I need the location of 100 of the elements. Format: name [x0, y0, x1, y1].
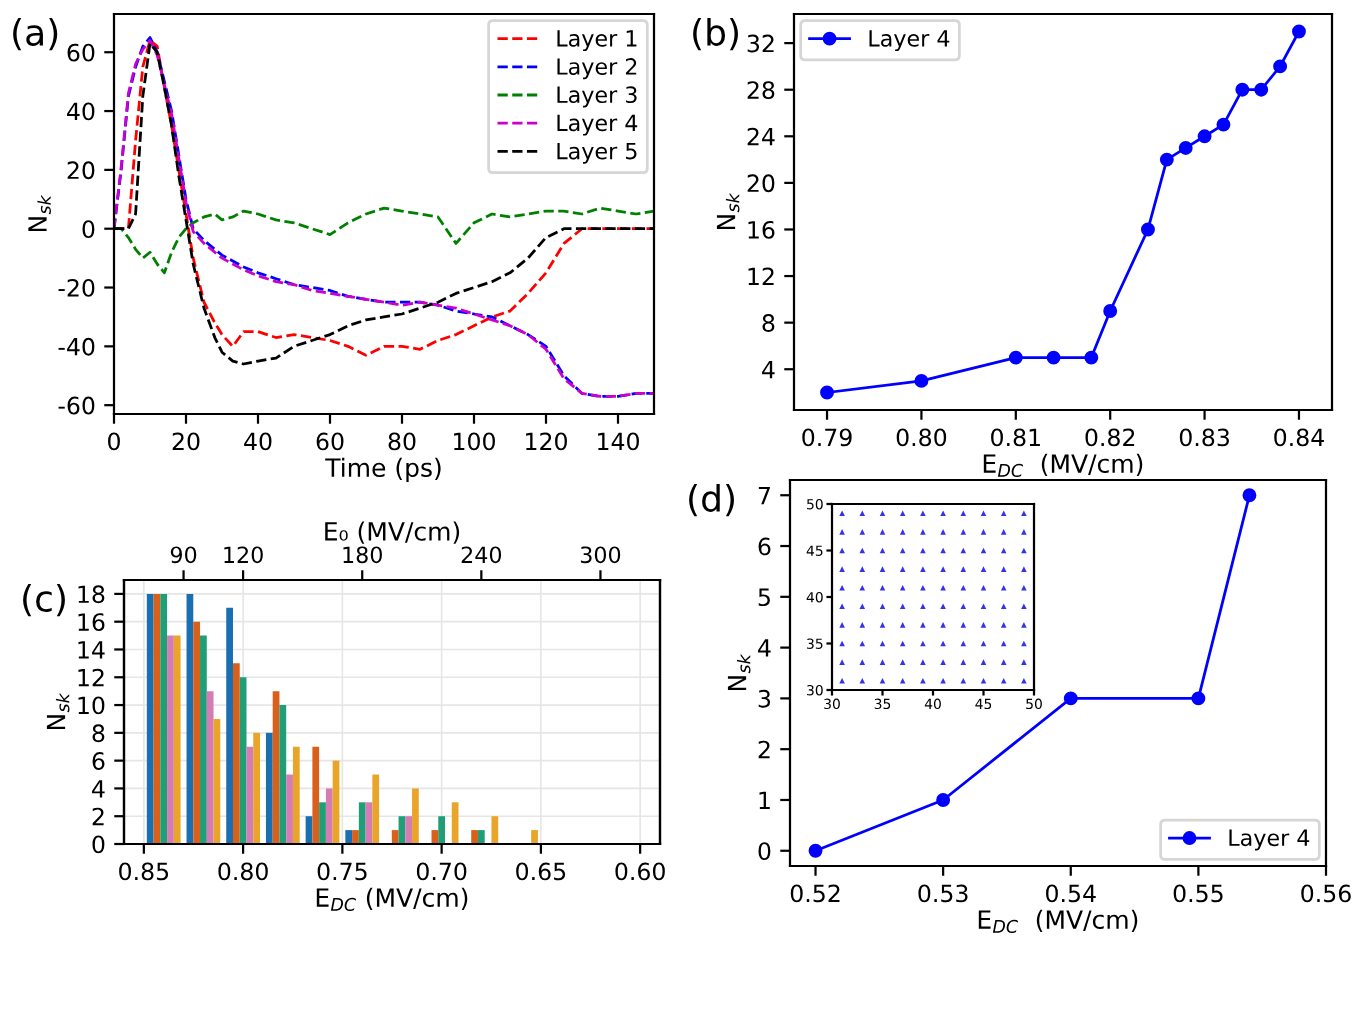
- y-tick-label: 60: [67, 43, 95, 62]
- x2-tick-label: 180: [343, 546, 382, 564]
- point: [936, 793, 951, 807]
- x-tick-label: 0.85: [119, 862, 169, 881]
- y-tick-label: 24: [747, 127, 775, 146]
- point: [1197, 129, 1212, 144]
- point: [1191, 691, 1206, 706]
- bar: [477, 830, 485, 844]
- x2-tick-label: 120: [224, 546, 263, 564]
- y-tick-label: 6: [758, 537, 771, 556]
- y-tick-label: -60: [58, 396, 95, 415]
- bar: [286, 774, 293, 844]
- text: (d): [689, 484, 734, 517]
- x-tick-label: 100: [454, 432, 495, 451]
- bar: [412, 788, 419, 844]
- y-tick-label: -20: [58, 278, 95, 297]
- text: (a): [13, 18, 58, 51]
- bar: [167, 635, 174, 844]
- y-tick-label: 4: [758, 639, 771, 657]
- bar: [352, 830, 359, 844]
- y-tick-label: 28: [747, 81, 775, 100]
- bar: [146, 593, 154, 844]
- bar: [279, 705, 287, 844]
- bar: [345, 830, 353, 844]
- x-tick-label: 0.84: [1274, 428, 1324, 447]
- y-tick-label: 2: [92, 807, 104, 826]
- y-tick-label: 8: [762, 314, 775, 332]
- legend-label: Layer 3: [557, 86, 637, 108]
- x-tick-label: 40: [244, 432, 272, 451]
- x-tick-label: 0.54: [1046, 884, 1096, 903]
- x-tick-label: 140: [598, 432, 639, 451]
- y-tick-label: 12: [78, 668, 104, 687]
- y-tick-label: 14: [78, 641, 105, 659]
- bar: [193, 621, 201, 844]
- bar: [391, 830, 399, 844]
- y-axis-title: N$_{sk}$: [727, 653, 751, 691]
- y-tick-label: 1: [759, 791, 770, 809]
- bar: [451, 802, 459, 844]
- point: [1216, 117, 1231, 132]
- y-tick-label: 16: [748, 220, 775, 239]
- bar: [325, 788, 333, 844]
- y-tick-label: 2: [758, 740, 770, 759]
- bar: [471, 830, 478, 844]
- bar: [226, 607, 233, 844]
- x-tick-label: 0.80: [218, 862, 268, 881]
- y-tick-label: 4: [92, 780, 105, 798]
- x-tick-label: 0.82: [1085, 428, 1135, 447]
- point: [1141, 222, 1155, 237]
- point: [1242, 488, 1257, 503]
- x-tick-label: 0.75: [317, 862, 367, 881]
- x-tick-label: 0: [108, 432, 120, 451]
- y-tick-label: 10: [78, 696, 105, 715]
- point: [820, 385, 834, 400]
- y-axis-title: N$_{sk}$: [716, 192, 740, 230]
- y-tick-label: 18: [78, 585, 105, 604]
- legend-label: Layer 2: [557, 58, 637, 80]
- y-tick-label: 6: [92, 752, 105, 770]
- bar: [319, 802, 326, 844]
- x-tick-label: 20: [172, 432, 200, 451]
- bar: [265, 732, 273, 844]
- x-axis-title: E$_{DC}$ (MV/cm): [983, 453, 1143, 477]
- bar: [491, 816, 499, 844]
- x-axis-title: E$_{DC}$ (MV/cm): [978, 909, 1138, 933]
- y-tick-label: 12: [748, 267, 774, 286]
- legend-label: Layer 4: [557, 114, 638, 136]
- x-tick-label: 0.81: [991, 428, 1040, 447]
- bar: [438, 816, 445, 844]
- x2-axis-title: E₀ (MV/cm): [325, 521, 460, 544]
- x-axis-title: Time (ps): [325, 457, 441, 482]
- y-tick-label: 3: [758, 689, 771, 708]
- x-tick-label: 60: [316, 432, 344, 451]
- x-tick-label: 120: [526, 432, 567, 451]
- y-tick-label: 32: [747, 34, 774, 53]
- point: [1254, 82, 1269, 97]
- bar: [372, 774, 380, 844]
- x-tick-label: 0.55: [1173, 884, 1223, 903]
- point: [1292, 24, 1306, 39]
- x-tick-label: 0.52: [790, 884, 840, 903]
- x-axis-title: E$_{DC}$ (MV/cm): [316, 887, 468, 911]
- bar: [200, 635, 207, 844]
- point: [1159, 152, 1174, 167]
- x-tick-label: 0.65: [516, 862, 566, 881]
- x-tick-label: 0.60: [615, 862, 665, 881]
- x-tick-label: 0.79: [802, 428, 852, 447]
- y-tick-label: 0: [758, 842, 771, 861]
- y-axis-title: N$_{sk}$: [28, 194, 51, 232]
- x2-tick-label: 300: [580, 546, 621, 564]
- bar: [253, 732, 260, 844]
- y-tick-label: -40: [58, 337, 95, 356]
- x-tick-label: 0.80: [896, 428, 947, 447]
- bar: [246, 746, 254, 844]
- bar: [232, 663, 240, 844]
- x-tick-label: 80: [388, 432, 416, 451]
- point: [1008, 350, 1023, 365]
- legend-label: Layer 5: [557, 142, 637, 164]
- bar: [160, 593, 168, 844]
- point: [1046, 350, 1061, 365]
- x2-tick-label: 90: [170, 546, 197, 564]
- legend-label: Layer 1: [557, 30, 637, 52]
- y-tick-label: 0: [82, 220, 95, 239]
